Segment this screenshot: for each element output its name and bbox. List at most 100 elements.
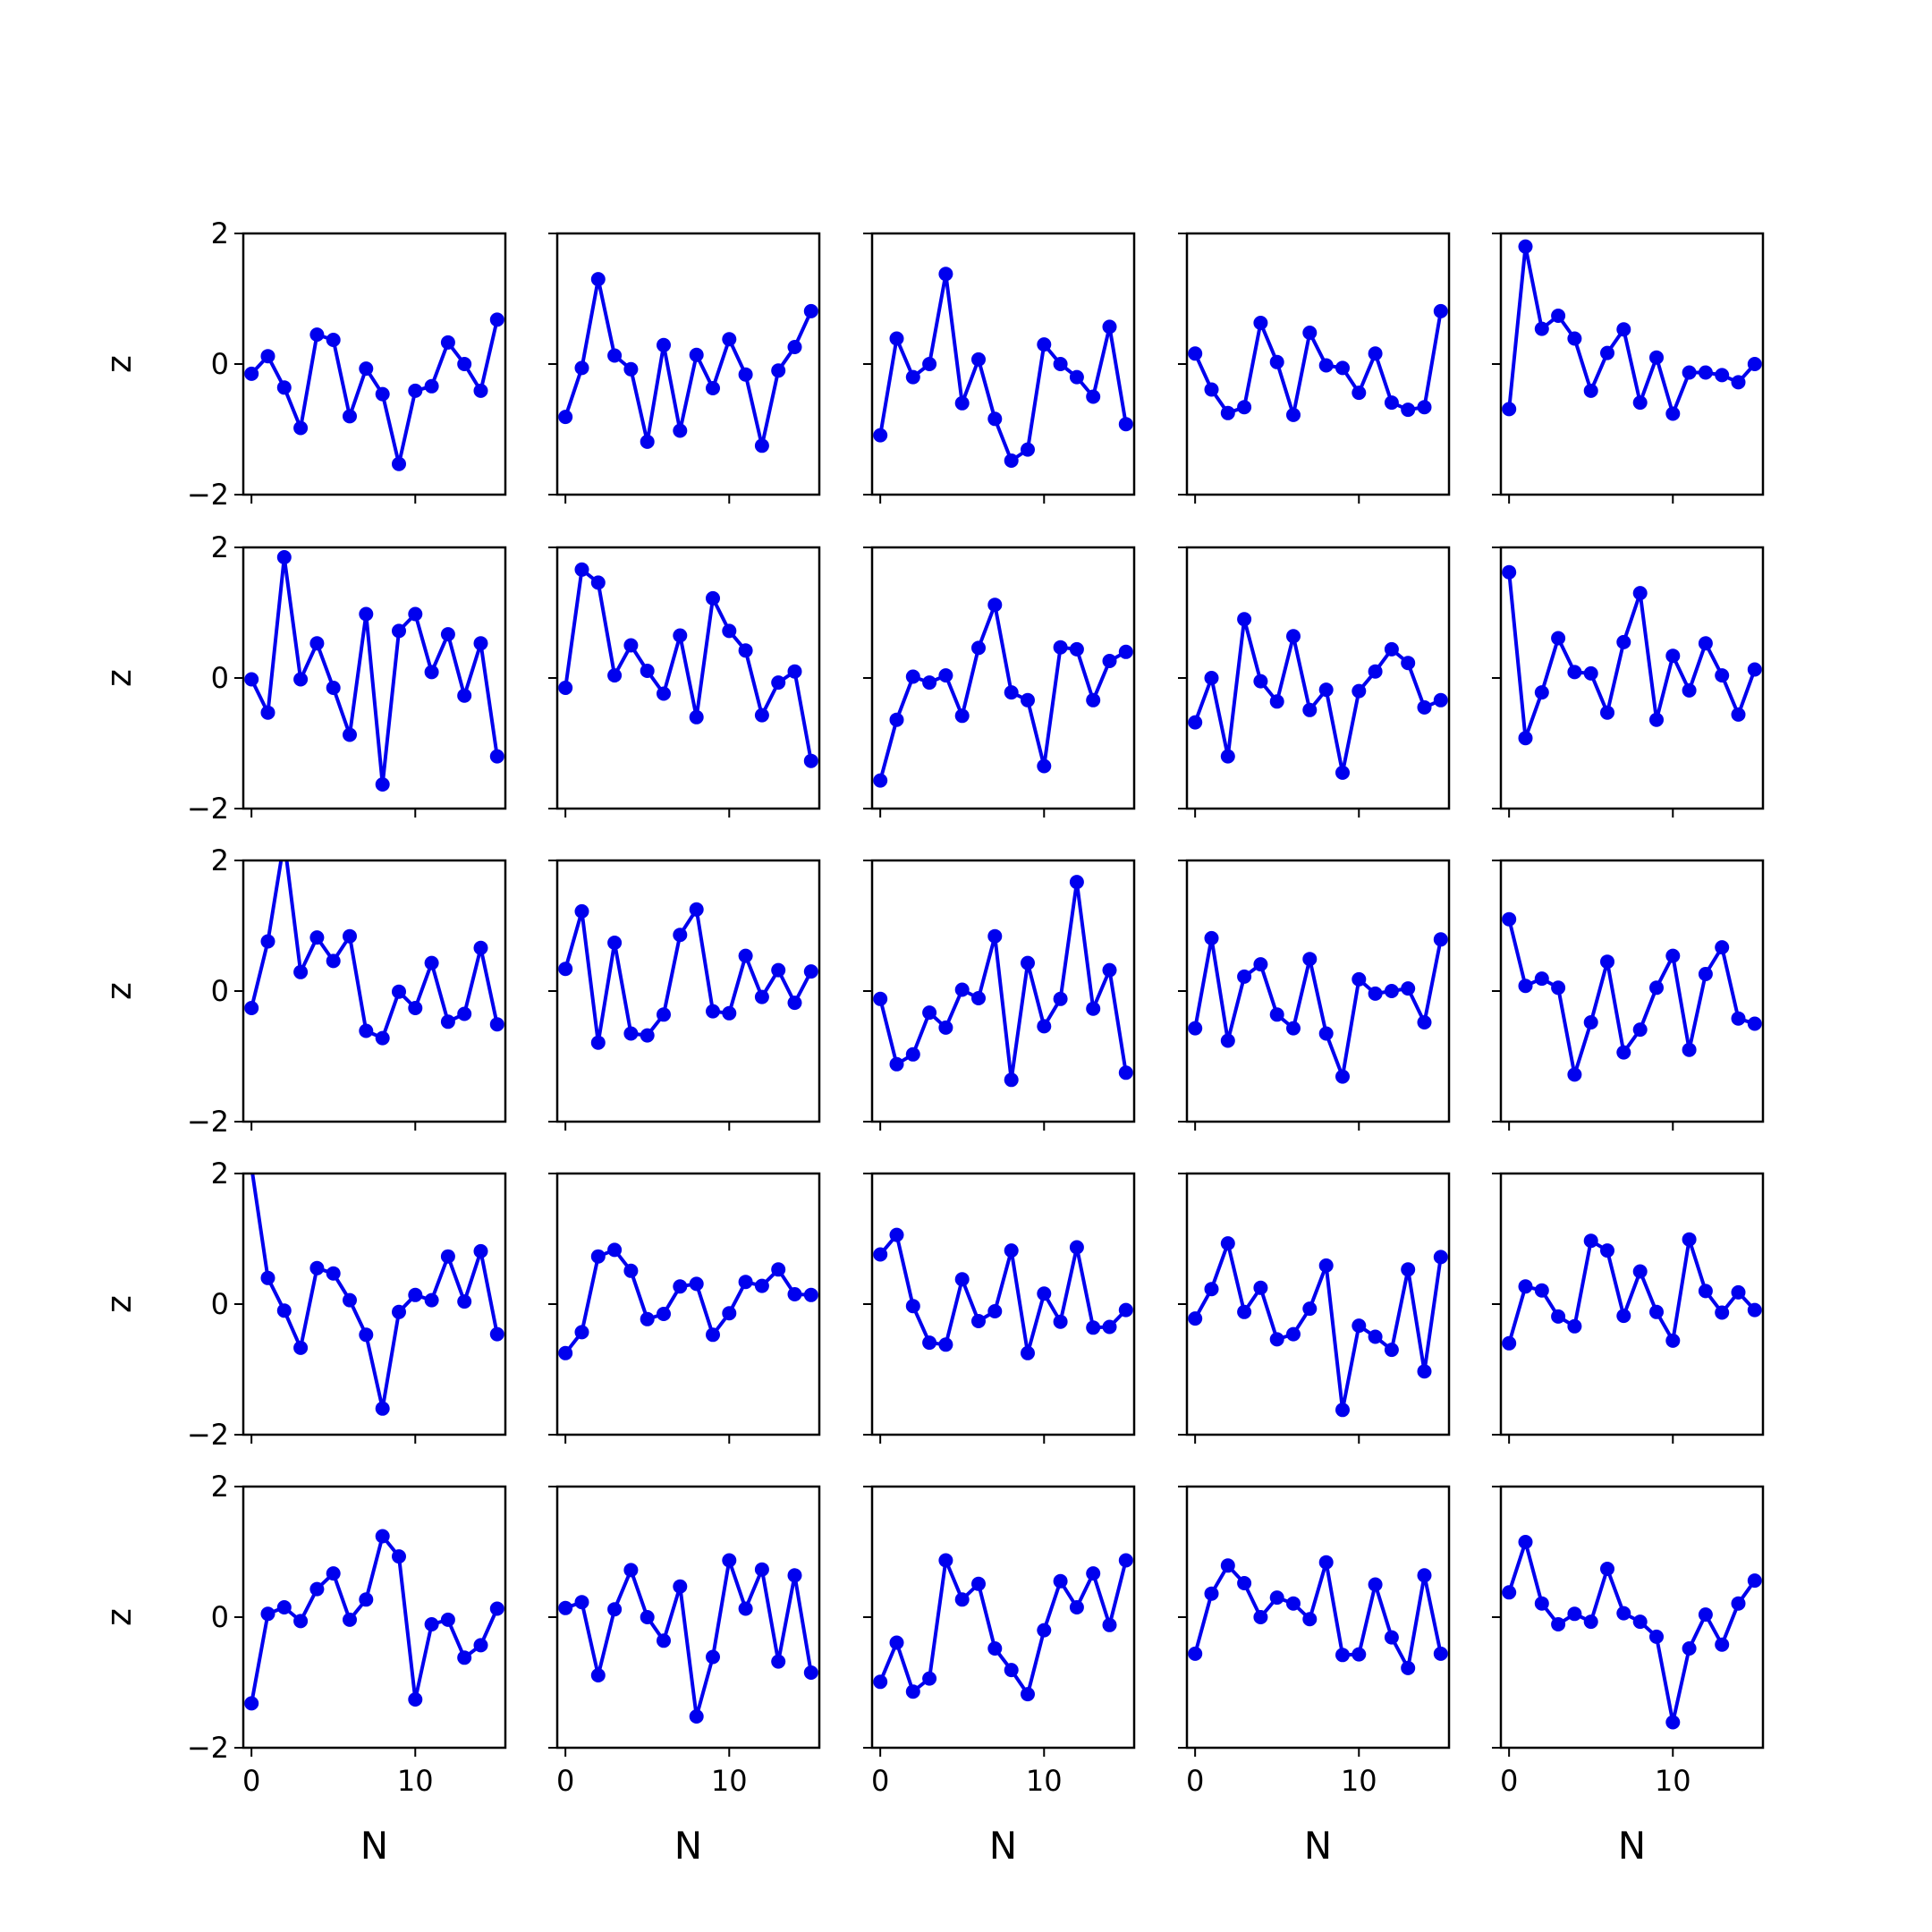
data-point [1318,358,1334,373]
data-point [971,640,986,656]
data-point [803,964,818,979]
data-point [309,1581,325,1597]
data-point [689,1709,704,1724]
data-point [1220,749,1235,764]
data-point [424,665,439,680]
subplot-r4-c1: −2 0 2 z [99,1157,507,1452]
y-tick-label: 2 [211,216,229,250]
data-point [1086,1566,1101,1581]
data-point [359,361,374,377]
data-point [1204,1282,1219,1297]
data-point [1118,1302,1133,1318]
data-point [1302,702,1318,717]
subplot-r4-c4 [1178,1172,1451,1444]
data-point [1551,1309,1566,1324]
data-point [359,1023,374,1038]
data-point [293,1340,309,1355]
data-point [1583,1015,1598,1030]
data-point [971,352,986,367]
data-point [738,1601,753,1616]
data-point [1302,1301,1318,1317]
data-point [1417,1568,1432,1583]
data-point [771,363,786,378]
data-point [803,1287,818,1302]
data-point [1004,453,1019,468]
data-point [1102,319,1117,335]
data-point [873,773,888,788]
y-tick-label: −2 [187,1105,229,1139]
data-point [359,1592,374,1607]
series-line [878,1233,1128,1355]
data-point [1616,1309,1631,1324]
data-point [722,1306,737,1321]
data-point [803,1665,818,1680]
data-point [787,996,802,1011]
data-point [1665,1715,1681,1730]
data-point [489,1326,504,1342]
data-point [1286,1326,1301,1342]
data-point [375,1529,390,1544]
data-point [244,672,259,687]
series-line [564,1248,811,1355]
subplot-r2-c5 [1492,546,1765,818]
data-point [1188,715,1203,730]
data-point [590,575,606,590]
data-point [1600,954,1614,970]
data-point [1649,350,1664,365]
data-point [1534,321,1549,336]
data-point [392,623,406,639]
x-tick-label: 0 [242,1764,260,1798]
data-point [1053,991,1068,1006]
data-point [689,902,704,917]
series-line [1193,1560,1443,1670]
data-point [623,638,639,653]
data-point [1567,1318,1582,1334]
data-point [1731,1284,1746,1300]
data-point [787,340,802,354]
data-point [1433,1646,1448,1661]
data-point [706,381,720,395]
y-axis-label: z [99,1608,139,1626]
data-point [1069,875,1084,890]
data-point [1037,1019,1052,1034]
data-point [1004,1243,1019,1258]
data-point [1368,1577,1383,1592]
data-point [873,1247,888,1262]
data-point [424,1292,439,1308]
data-point [574,903,589,919]
data-point [375,386,390,402]
data-point [738,367,753,382]
data-point [244,1001,259,1015]
data-point [1401,1660,1416,1675]
data-point [1086,1320,1101,1335]
data-point [673,423,688,438]
data-point [1698,1607,1713,1623]
data-point [1253,674,1268,689]
data-point [971,991,986,1005]
subplot-r2-c2 [548,546,821,818]
data-point [1302,326,1318,340]
data-point [954,708,970,724]
data-point [574,1595,589,1610]
data-point [1731,1596,1746,1611]
data-point [803,303,818,318]
data-point [673,928,688,943]
data-point [873,428,888,443]
data-point [706,1649,720,1665]
subplot-r3-c4 [1178,859,1451,1131]
data-point [440,1249,455,1264]
data-point [1286,407,1301,422]
data-point [1417,1015,1432,1030]
data-point [375,1030,390,1046]
x-tick-label: 10 [397,1764,434,1798]
data-point [1318,682,1334,698]
data-point [1632,1022,1648,1038]
data-point [987,928,1003,944]
data-point [1715,1305,1730,1320]
data-point [343,1612,357,1627]
data-point [1318,1026,1334,1041]
data-point [574,360,589,376]
data-point [1551,309,1566,323]
data-point [1269,1332,1284,1347]
data-point [1682,1232,1697,1247]
